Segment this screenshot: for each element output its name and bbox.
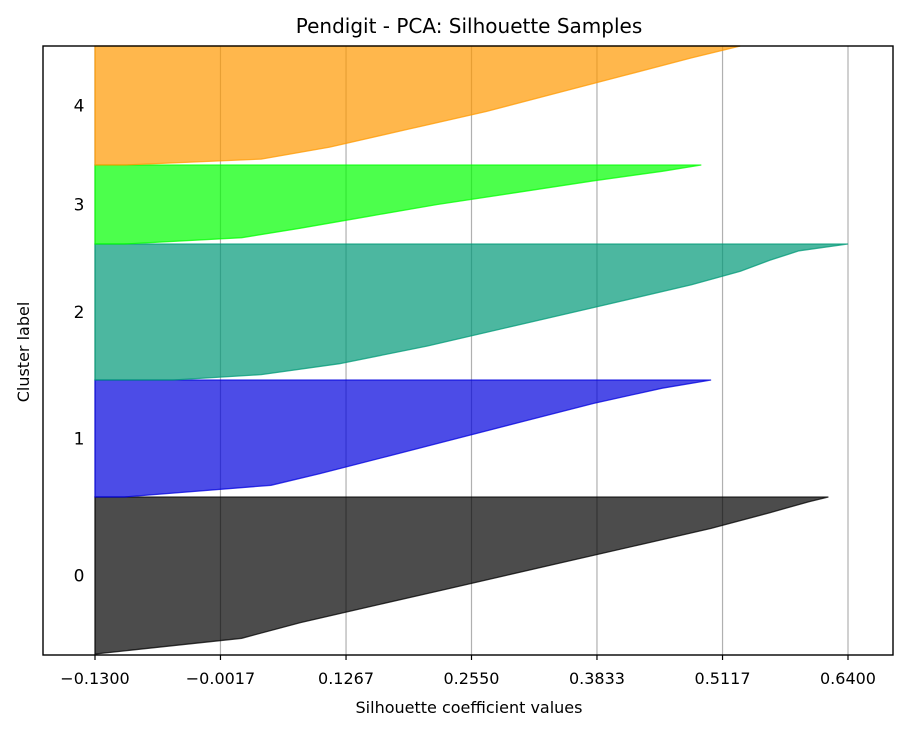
cluster-2-area — [94, 243, 849, 381]
cluster-label-0: 0 — [74, 567, 85, 587]
x-axis-label: Silhouette coefficient values — [356, 698, 583, 717]
cluster-label-3: 3 — [74, 196, 85, 216]
x-ticks-layer: −0.1300 −0.0017 0.1267 0.2550 0.3833 0.5117 0.… — [60, 655, 876, 688]
x-tick-label-1: −0.0017 — [186, 669, 255, 688]
y-axis-label: Cluster label — [14, 302, 33, 403]
x-tick-label-6: 0.6400 — [820, 669, 876, 688]
x-tick-label-2: 0.1267 — [318, 669, 374, 688]
x-tick-label-3: 0.2550 — [444, 669, 500, 688]
cluster-label-1: 1 — [74, 430, 85, 450]
cluster-4-area — [94, 45, 741, 166]
cluster-3-area — [94, 164, 702, 245]
clusters-layer — [94, 45, 849, 655]
x-tick-label-5: 0.5117 — [695, 669, 751, 688]
chart-title: Pendigit - PCA: Silhouette Samples — [296, 14, 643, 38]
cluster-labels-layer: 0 1 2 3 4 — [74, 97, 85, 587]
x-tick-label-4: 0.3833 — [569, 669, 625, 688]
cluster-0-area — [94, 496, 829, 655]
cluster-1-area — [94, 379, 712, 498]
plot-frame — [42, 45, 894, 656]
x-tick-label-0: −0.1300 — [60, 669, 129, 688]
cluster-label-2: 2 — [74, 303, 85, 323]
cluster-label-4: 4 — [74, 97, 85, 117]
